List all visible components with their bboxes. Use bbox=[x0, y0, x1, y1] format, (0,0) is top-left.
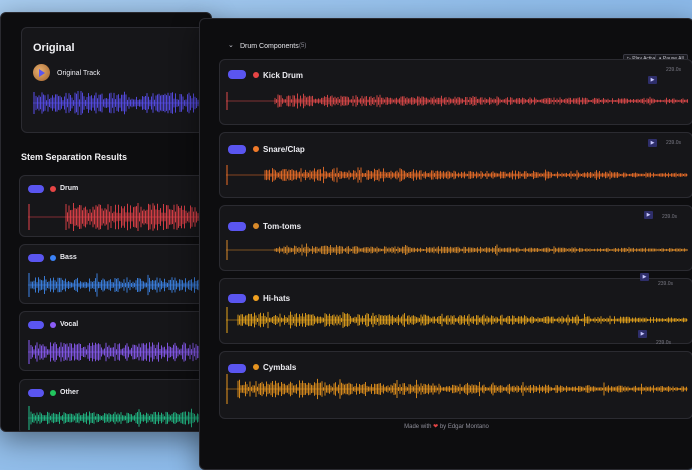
component-card-hi-hats: Hi-hats ▶ 239.0s bbox=[219, 273, 692, 344]
stem-waveform-vocal[interactable] bbox=[28, 338, 203, 366]
stem-label-bass: Bass bbox=[60, 254, 77, 261]
stem-toggle-vocal[interactable] bbox=[28, 321, 44, 329]
chevron-down-icon[interactable]: ⌄ bbox=[228, 42, 234, 49]
stem-toggle-other[interactable] bbox=[28, 389, 44, 397]
component-play-kick-drum[interactable]: ▶ bbox=[648, 76, 657, 84]
original-track-play-icon bbox=[39, 69, 45, 77]
stem-dot-bass bbox=[50, 255, 56, 261]
stem-card-bass: Bass bbox=[19, 244, 209, 304]
component-dot-tom-toms bbox=[253, 223, 259, 229]
component-label-kick-drum: Kick Drum bbox=[263, 71, 304, 80]
component-play-cymbals[interactable]: ▶ bbox=[638, 330, 647, 338]
component-waveform-cymbals[interactable] bbox=[226, 372, 688, 406]
component-toggle-cymbals[interactable] bbox=[228, 364, 246, 373]
footer: Made with ❤ by Edgar Montano bbox=[200, 423, 692, 430]
component-dot-cymbals bbox=[253, 364, 259, 370]
component-play-hi-hats[interactable]: ▶ bbox=[640, 273, 649, 281]
component-label-snare-clap: Snare/Clap bbox=[263, 145, 305, 154]
stem-dot-vocal bbox=[50, 322, 56, 328]
component-toggle-hi-hats[interactable] bbox=[228, 294, 246, 303]
stem-label-drum: Drum bbox=[60, 185, 79, 192]
stem-card-vocal: Vocal bbox=[19, 311, 209, 371]
drum-components-window: ⌄ Drum Components (5) ▷ Play Active ⏸ Pa… bbox=[199, 18, 692, 470]
stem-waveform-drum[interactable] bbox=[28, 202, 203, 232]
component-card-kick-drum: Kick Drum ▶ 239.0s bbox=[219, 59, 692, 125]
component-duration-tom-toms: 239.0s bbox=[662, 214, 678, 220]
component-label-hi-hats: Hi-hats bbox=[263, 294, 291, 303]
component-dot-snare-clap bbox=[253, 146, 259, 152]
component-label-cymbals: Cymbals bbox=[263, 363, 297, 372]
original-card: Original Original Track bbox=[21, 27, 206, 133]
component-waveform-kick-drum[interactable] bbox=[226, 90, 688, 112]
stem-waveform-other[interactable] bbox=[28, 404, 203, 432]
component-duration-snare-clap: 239.0s bbox=[666, 140, 682, 146]
drum-components-header[interactable]: ⌄ Drum Components (5) bbox=[222, 41, 692, 55]
original-waveform[interactable] bbox=[33, 90, 203, 116]
footer-by: by Edgar Montano bbox=[439, 424, 489, 430]
component-label-tom-toms: Tom-toms bbox=[263, 222, 302, 231]
component-card-cymbals: Cymbals ▶ 239.0s bbox=[219, 330, 692, 419]
stems-window: Original Original Track Stem Separation … bbox=[0, 12, 212, 432]
component-card-snare-clap: Snare/Clap ▶ 239.0s bbox=[219, 132, 692, 198]
component-card-tom-toms: Tom-toms ▶ 239.0s bbox=[219, 205, 692, 271]
component-duration-hi-hats: 239.0s bbox=[658, 281, 674, 287]
drum-components-title: Drum Components bbox=[240, 43, 299, 50]
component-toggle-kick-drum[interactable] bbox=[228, 70, 246, 79]
component-duration-kick-drum: 239.0s bbox=[666, 67, 682, 73]
component-play-snare-clap[interactable]: ▶ bbox=[648, 139, 657, 147]
heart-icon: ❤ bbox=[433, 424, 439, 430]
drum-components-count: (5) bbox=[299, 43, 307, 49]
footer-made-with: Made with bbox=[404, 424, 432, 430]
component-play-tom-toms[interactable]: ▶ bbox=[644, 211, 653, 219]
component-waveform-snare-clap[interactable] bbox=[226, 163, 688, 187]
stem-toggle-bass[interactable] bbox=[28, 254, 44, 262]
stems-title: Stem Separation Results bbox=[21, 152, 128, 162]
stem-card-other: Other bbox=[19, 379, 209, 432]
stem-label-vocal: Vocal bbox=[60, 321, 79, 328]
stem-label-other: Other bbox=[60, 389, 79, 396]
stem-dot-other bbox=[50, 390, 56, 396]
component-waveform-tom-toms[interactable] bbox=[226, 238, 688, 262]
stem-dot-drum bbox=[50, 186, 56, 192]
component-toggle-snare-clap[interactable] bbox=[228, 145, 246, 154]
component-waveform-hi-hats[interactable] bbox=[226, 305, 688, 335]
stem-toggle-drum[interactable] bbox=[28, 185, 44, 193]
original-track-label: Original Track bbox=[57, 70, 101, 77]
component-toggle-tom-toms[interactable] bbox=[228, 222, 246, 231]
component-dot-kick-drum bbox=[253, 72, 259, 78]
component-duration-cymbals: 239.0s bbox=[656, 340, 672, 346]
original-title: Original bbox=[33, 42, 75, 54]
stem-waveform-bass[interactable] bbox=[28, 271, 203, 299]
component-dot-hi-hats bbox=[253, 295, 259, 301]
stem-card-drum: Drum bbox=[19, 175, 209, 237]
